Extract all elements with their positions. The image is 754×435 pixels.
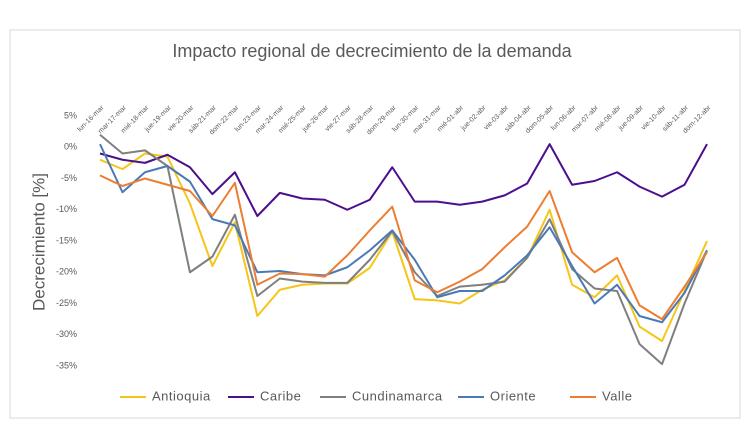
- legend-label: Antioquia: [152, 388, 211, 403]
- y-tick-label: -5%: [61, 173, 77, 183]
- y-tick-label: -15%: [56, 235, 77, 245]
- legend-label: Valle: [602, 388, 632, 403]
- legend-label: Caribe: [260, 388, 301, 403]
- y-axis-title: Decrecimiento [%]: [29, 173, 48, 311]
- y-tick-label: -35%: [56, 360, 77, 370]
- series-line: [99, 143, 708, 217]
- y-tick-label: -20%: [56, 267, 77, 277]
- y-tick-label: 5%: [64, 110, 77, 120]
- y-tick-label: -30%: [56, 329, 77, 339]
- series-line: [99, 133, 708, 366]
- legend-label: Oriente: [490, 388, 536, 403]
- y-tick-label: -10%: [56, 204, 77, 214]
- y-tick-label: -25%: [56, 298, 77, 308]
- chart-title: Impacto regional de decrecimiento de la …: [172, 41, 572, 61]
- series-line: [99, 174, 708, 321]
- series-line: [99, 152, 708, 342]
- legend-label: Cundinamarca: [352, 388, 443, 403]
- y-tick-label: 0%: [64, 142, 77, 152]
